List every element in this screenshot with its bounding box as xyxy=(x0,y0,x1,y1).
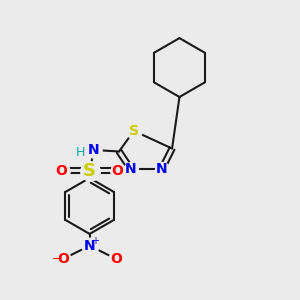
Text: N: N xyxy=(84,239,95,253)
Text: H: H xyxy=(76,146,86,159)
Text: N: N xyxy=(125,162,137,176)
Text: S: S xyxy=(83,162,96,180)
Text: O: O xyxy=(110,252,122,266)
Text: O: O xyxy=(56,164,68,178)
Text: S: S xyxy=(129,124,139,138)
Text: O: O xyxy=(57,252,69,266)
Text: −: − xyxy=(52,254,61,264)
Text: N: N xyxy=(88,143,100,157)
Text: O: O xyxy=(112,164,124,178)
Text: +: + xyxy=(91,236,99,246)
Text: N: N xyxy=(156,162,168,176)
